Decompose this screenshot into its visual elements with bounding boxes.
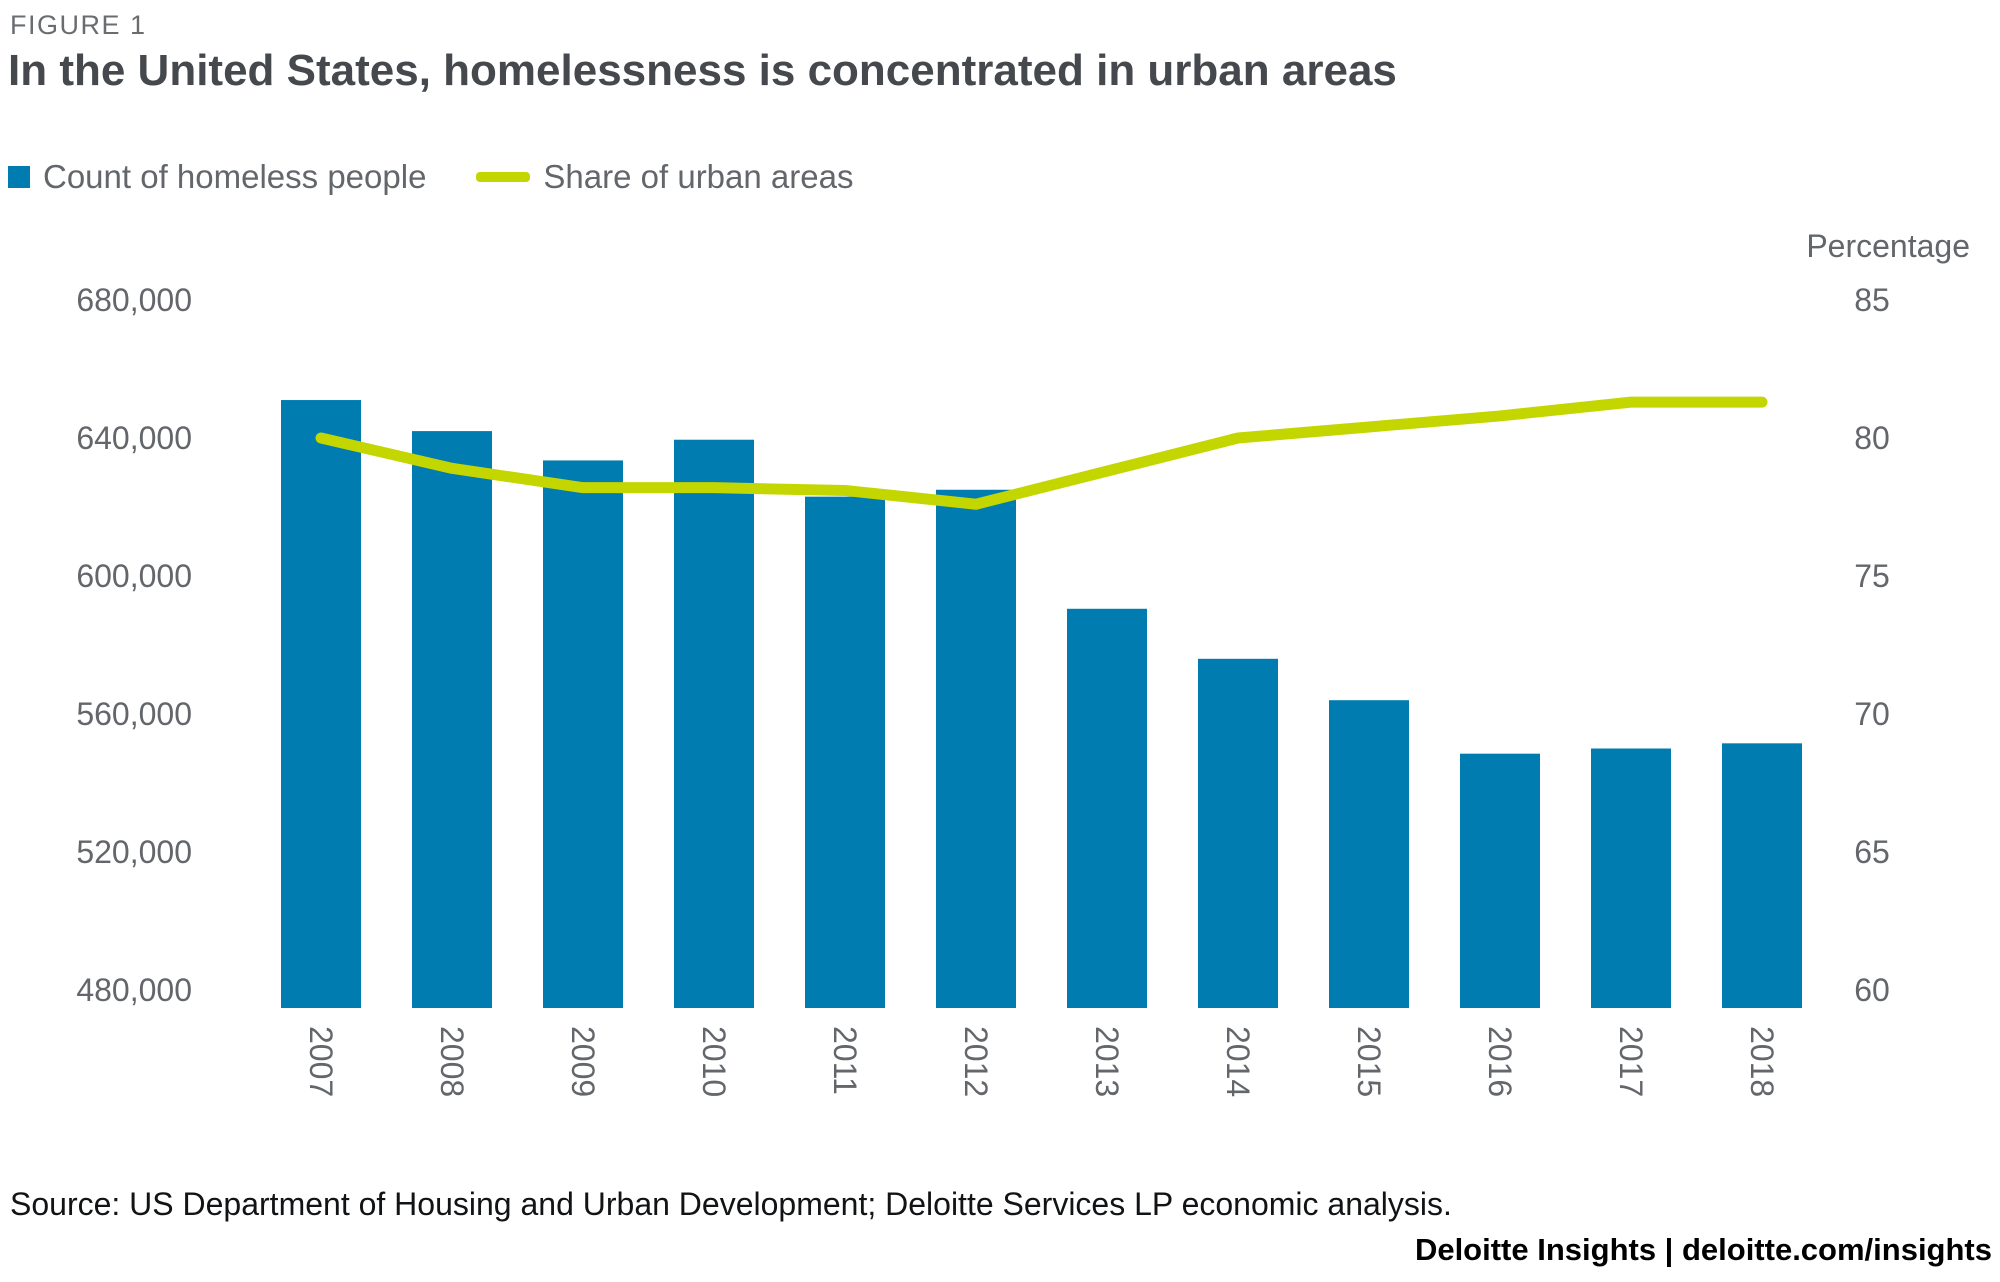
x-axis-year-label: 2016 [1482,1026,1518,1097]
x-axis-year-label: 2018 [1744,1026,1780,1097]
chart-legend: Count of homeless people Share of urban … [8,158,853,196]
left-axis-tick-label: 680,000 [76,282,192,318]
x-axis-year-label: 2012 [958,1026,994,1097]
deloitte-insights-footer: Deloitte Insights | deloitte.com/insight… [1414,1232,1992,1267]
bar-2011 [805,496,885,1008]
bar-2013 [1067,608,1147,1008]
left-axis-tick-label: 640,000 [76,420,192,456]
bar-2010 [674,439,754,1009]
share-of-urban-areas-line [315,396,1768,510]
bar-2012 [936,489,1016,1008]
right-axis-title: Percentage [1806,228,1970,264]
bar-2017 [1591,748,1671,1008]
right-axis-tick-label: 80 [1854,420,1890,456]
left-axis-tick-label: 600,000 [76,558,192,594]
x-axis-year-label: 2011 [827,1026,863,1095]
bar-2014 [1198,658,1278,1008]
x-axis-year-label: 2007 [303,1026,339,1097]
bar-2007 [281,400,361,1008]
right-axis-tick-label: 65 [1854,834,1890,870]
bar-2018 [1722,743,1802,1008]
left-axis-tick-label: 520,000 [76,834,192,870]
x-axis-year-label: 2017 [1613,1026,1649,1097]
x-axis-year-label: 2015 [1351,1026,1387,1097]
left-axis-tick-label: 560,000 [76,696,192,732]
line-swatch-icon [476,172,531,182]
left-axis-tick-label: 480,000 [76,972,192,1008]
legend-label-share: Share of urban areas [543,158,854,195]
bar-2008 [412,431,492,1009]
x-axis-year-label: 2010 [696,1026,732,1097]
source-note: Source: US Department of Housing and Urb… [10,1186,1452,1222]
bar-2009 [543,460,623,1008]
right-axis-tick-label: 70 [1854,696,1890,732]
legend-item-count: Count of homeless people [8,158,426,196]
right-axis-tick-label: 85 [1854,282,1890,318]
x-axis-year-label: 2008 [434,1026,470,1097]
bar-2015 [1329,700,1409,1008]
x-axis-year-label: 2013 [1089,1026,1125,1097]
right-axis-tick-label: 75 [1854,558,1890,594]
x-axis-year-label: 2009 [565,1026,601,1097]
x-axis-year-label: 2014 [1220,1026,1256,1097]
legend-label-count: Count of homeless people [43,158,427,195]
legend-item-share: Share of urban areas [476,158,853,196]
bar-2016 [1460,753,1540,1008]
right-axis-tick-label: 60 [1854,972,1890,1008]
page-title: In the United States, homelessness is co… [8,46,1397,95]
figure-label: FIGURE 1 [10,10,147,40]
bar-swatch-icon [8,166,30,188]
